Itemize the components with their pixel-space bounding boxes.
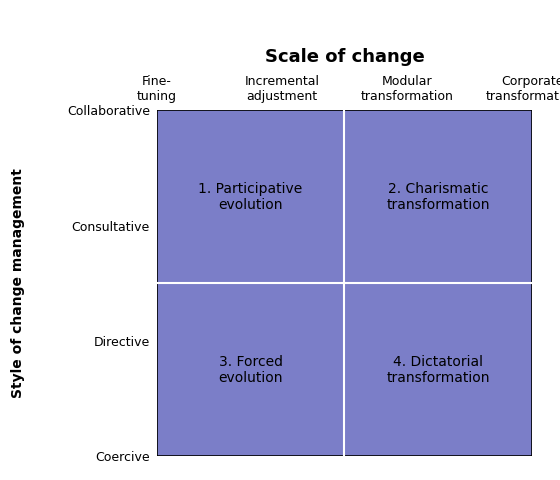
X-axis label: Scale of change: Scale of change — [264, 48, 424, 66]
Y-axis label: Style of change management: Style of change management — [12, 168, 26, 398]
Text: 1. Participative
evolution: 1. Participative evolution — [198, 182, 303, 212]
Text: 2. Charismatic
transformation: 2. Charismatic transformation — [386, 182, 490, 212]
Text: 4. Dictatorial
transformation: 4. Dictatorial transformation — [386, 355, 490, 384]
Text: 3. Forced
evolution: 3. Forced evolution — [218, 355, 283, 384]
